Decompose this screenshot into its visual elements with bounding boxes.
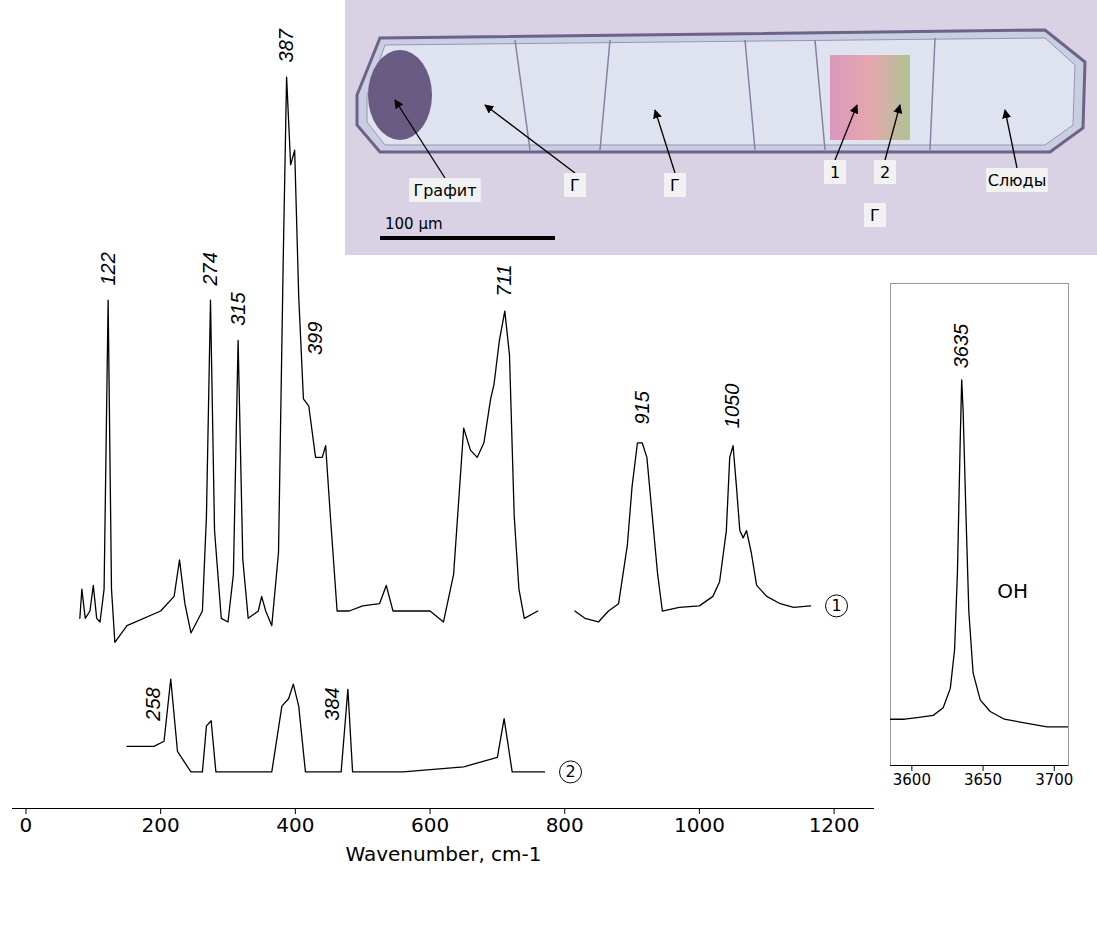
- svg-text:1: 1: [831, 596, 841, 615]
- svg-text:3635: 3635: [950, 323, 972, 368]
- svg-text:0: 0: [20, 813, 33, 837]
- svg-text:3700: 3700: [1035, 771, 1073, 789]
- svg-text:315: 315: [227, 292, 249, 326]
- svg-text:274: 274: [199, 252, 221, 286]
- svg-text:384: 384: [321, 687, 343, 720]
- svg-text:Wavenumber, cm-1: Wavenumber, cm-1: [345, 842, 541, 866]
- svg-text:Г: Г: [570, 176, 580, 195]
- svg-text:100 μm: 100 μm: [385, 215, 443, 233]
- svg-text:1: 1: [830, 163, 840, 182]
- svg-text:399: 399: [304, 322, 326, 355]
- svg-text:400: 400: [276, 813, 314, 837]
- svg-text:258: 258: [142, 687, 164, 721]
- svg-text:1200: 1200: [809, 813, 860, 837]
- svg-text:711: 711: [493, 265, 515, 297]
- svg-text:1050: 1050: [721, 384, 743, 429]
- svg-text:387: 387: [275, 28, 297, 62]
- svg-text:Графит: Графит: [413, 181, 476, 200]
- svg-text:200: 200: [142, 813, 180, 837]
- svg-text:OH: OH: [997, 579, 1028, 603]
- svg-text:600: 600: [411, 813, 449, 837]
- svg-text:3650: 3650: [964, 771, 1002, 789]
- svg-text:Г: Г: [870, 206, 880, 225]
- svg-text:2: 2: [880, 163, 890, 182]
- svg-text:122: 122: [97, 252, 119, 285]
- svg-text:Слюды: Слюды: [988, 171, 1047, 190]
- svg-text:915: 915: [631, 390, 653, 424]
- svg-text:800: 800: [546, 813, 584, 837]
- svg-text:3600: 3600: [893, 771, 931, 789]
- svg-text:2: 2: [565, 762, 575, 781]
- svg-text:1000: 1000: [674, 813, 725, 837]
- svg-text:Г: Г: [670, 176, 680, 195]
